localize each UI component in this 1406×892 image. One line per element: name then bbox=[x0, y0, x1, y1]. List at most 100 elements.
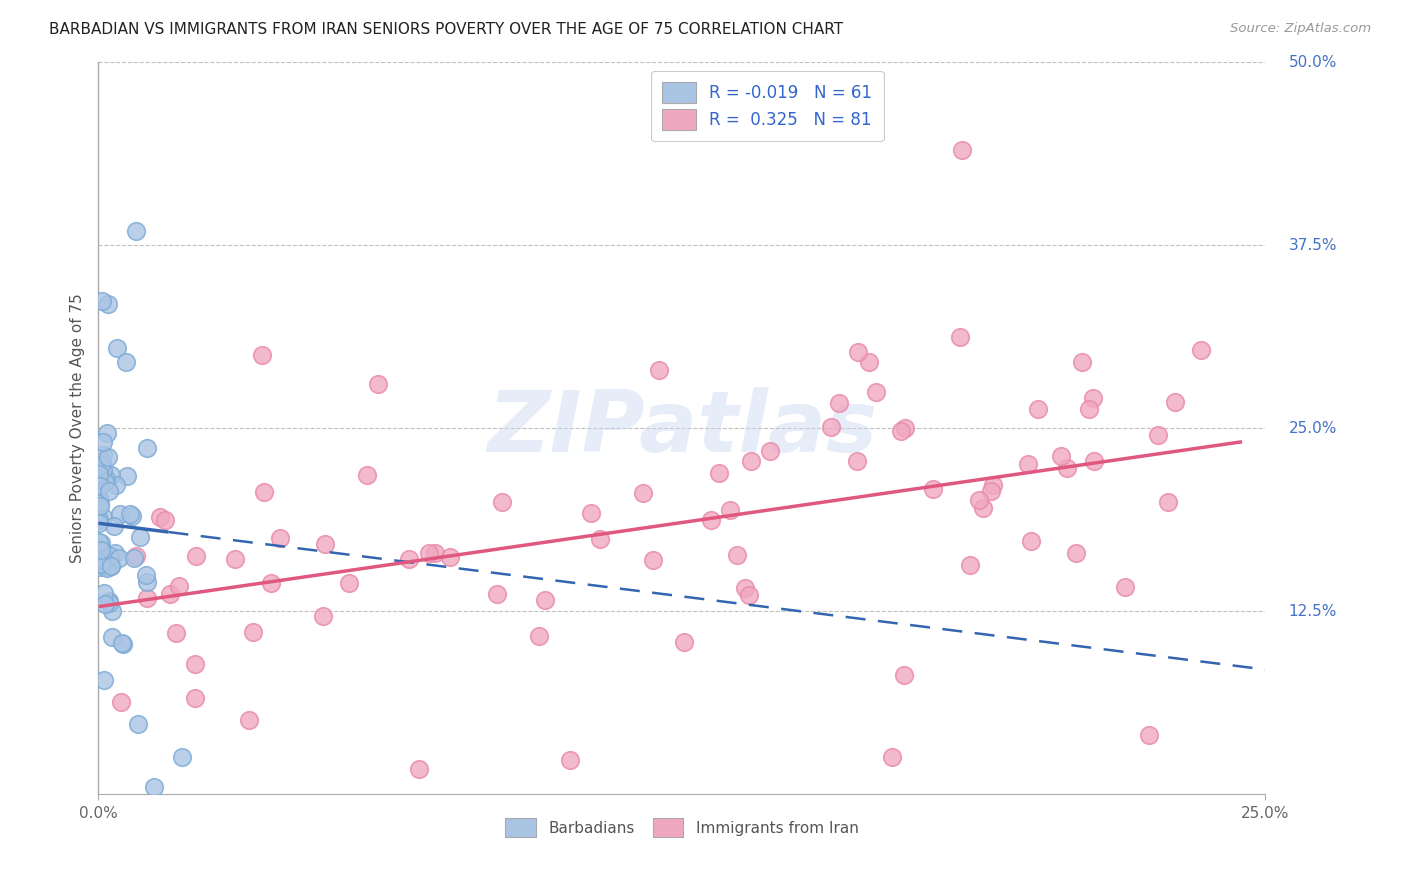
Point bbox=[118, 507, 141, 521]
Point bbox=[367, 377, 389, 392]
Text: 25.0%: 25.0% bbox=[1289, 421, 1337, 435]
Point bbox=[121, 508, 143, 523]
Point bbox=[104, 478, 127, 492]
Point bbox=[647, 362, 669, 376]
Point bbox=[89, 499, 111, 513]
Point bbox=[97, 594, 120, 608]
Point bbox=[103, 518, 125, 533]
Point bbox=[865, 385, 887, 400]
Point bbox=[108, 551, 131, 566]
Point bbox=[89, 478, 111, 492]
Point bbox=[97, 297, 120, 311]
Point bbox=[1137, 728, 1160, 742]
Point bbox=[100, 604, 122, 618]
Text: 37.5%: 37.5% bbox=[1289, 238, 1337, 252]
Point bbox=[734, 581, 756, 595]
Point bbox=[418, 546, 440, 560]
Point bbox=[959, 558, 981, 572]
Point bbox=[740, 454, 762, 468]
Point bbox=[253, 485, 276, 500]
Point bbox=[110, 636, 132, 650]
Point bbox=[1147, 428, 1170, 442]
Point bbox=[184, 657, 207, 671]
Point bbox=[858, 355, 880, 369]
Point bbox=[337, 575, 360, 590]
Point bbox=[100, 631, 122, 645]
Point bbox=[90, 557, 112, 571]
Point bbox=[97, 595, 120, 609]
Point bbox=[398, 552, 420, 566]
Text: 12.5%: 12.5% bbox=[1289, 604, 1337, 618]
Point bbox=[124, 549, 146, 564]
Point bbox=[1083, 392, 1105, 406]
Point bbox=[90, 453, 112, 467]
Point bbox=[125, 224, 148, 238]
Point bbox=[820, 420, 842, 434]
Point bbox=[890, 424, 912, 438]
Point bbox=[631, 486, 654, 500]
Point bbox=[89, 516, 111, 530]
Point bbox=[89, 490, 111, 504]
Point bbox=[90, 542, 112, 557]
Point bbox=[184, 691, 207, 706]
Point bbox=[115, 468, 138, 483]
Point bbox=[103, 546, 125, 560]
Point bbox=[408, 763, 430, 777]
Point bbox=[980, 484, 1002, 499]
Text: ZIPatlas: ZIPatlas bbox=[486, 386, 877, 470]
Point bbox=[172, 750, 194, 764]
Point bbox=[356, 468, 378, 483]
Point bbox=[700, 513, 723, 527]
Point bbox=[439, 549, 461, 564]
Point bbox=[880, 750, 903, 764]
Point bbox=[93, 448, 115, 462]
Point bbox=[167, 579, 190, 593]
Point bbox=[90, 543, 112, 558]
Point bbox=[153, 513, 176, 527]
Point bbox=[641, 553, 664, 567]
Point bbox=[558, 753, 581, 767]
Point bbox=[921, 482, 943, 496]
Point bbox=[100, 558, 122, 573]
Point bbox=[1070, 355, 1092, 369]
Text: BARBADIAN VS IMMIGRANTS FROM IRAN SENIORS POVERTY OVER THE AGE OF 75 CORRELATION: BARBADIAN VS IMMIGRANTS FROM IRAN SENIOR… bbox=[49, 22, 844, 37]
Point bbox=[486, 587, 509, 601]
Text: Source: ZipAtlas.com: Source: ZipAtlas.com bbox=[1230, 22, 1371, 36]
Point bbox=[845, 454, 868, 468]
Point bbox=[758, 444, 780, 458]
Point bbox=[1050, 449, 1073, 463]
Point bbox=[972, 500, 994, 515]
Point bbox=[89, 536, 111, 550]
Point bbox=[89, 467, 111, 482]
Point bbox=[1017, 457, 1039, 471]
Point bbox=[115, 355, 138, 369]
Point bbox=[97, 450, 120, 464]
Point bbox=[725, 548, 748, 562]
Point bbox=[89, 513, 111, 527]
Point bbox=[242, 624, 264, 639]
Point bbox=[184, 549, 207, 564]
Point bbox=[1019, 533, 1042, 548]
Point bbox=[122, 551, 145, 566]
Point bbox=[1083, 454, 1105, 468]
Point bbox=[93, 586, 115, 600]
Point bbox=[100, 558, 122, 573]
Point bbox=[250, 348, 273, 362]
Point bbox=[136, 442, 159, 456]
Point bbox=[425, 545, 447, 559]
Point bbox=[135, 591, 157, 606]
Point bbox=[738, 588, 761, 602]
Point bbox=[90, 458, 112, 472]
Point bbox=[105, 341, 128, 355]
Point bbox=[91, 510, 114, 524]
Point bbox=[718, 503, 741, 517]
Point bbox=[1056, 460, 1078, 475]
Point bbox=[827, 396, 849, 410]
Point bbox=[894, 420, 917, 434]
Point bbox=[112, 637, 135, 651]
Point bbox=[89, 535, 111, 549]
Point bbox=[108, 507, 131, 521]
Point bbox=[96, 472, 118, 486]
Point bbox=[981, 477, 1004, 491]
Point bbox=[89, 496, 111, 510]
